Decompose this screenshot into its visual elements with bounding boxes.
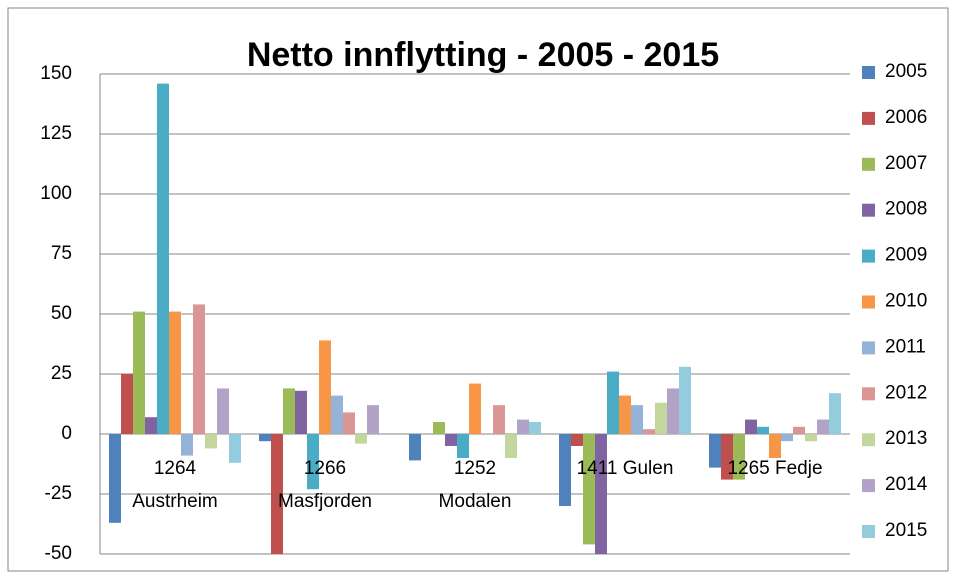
legend-swatch	[862, 295, 875, 309]
y-tick-label: -50	[45, 543, 72, 564]
bar	[157, 83, 169, 434]
y-tick-label: 25	[51, 363, 72, 384]
x-tick-label: 1411 Gulen	[577, 458, 674, 479]
bar	[409, 434, 421, 461]
x-tick-label: 1264 Austrheim	[132, 458, 218, 512]
bar	[559, 434, 571, 506]
bar	[583, 434, 595, 545]
bar	[493, 405, 505, 434]
bar	[229, 434, 241, 463]
bar	[145, 417, 157, 434]
legend-swatch	[862, 66, 875, 79]
legend-label: 2006	[885, 107, 927, 128]
bar	[121, 374, 133, 434]
bar	[757, 426, 769, 434]
bar	[259, 434, 271, 442]
bar	[721, 434, 733, 480]
bar	[445, 434, 457, 446]
bar	[679, 366, 691, 434]
bar	[343, 412, 355, 434]
bar	[457, 434, 469, 458]
legend-swatch	[862, 157, 875, 171]
bar	[505, 434, 517, 458]
bar	[817, 419, 829, 434]
bar	[193, 304, 205, 434]
bar	[331, 395, 343, 434]
legend-swatch	[862, 111, 875, 125]
legend-label: 2009	[885, 245, 927, 266]
legend-label: 2012	[885, 382, 927, 403]
bar	[733, 434, 745, 480]
legend-label: 2008	[885, 199, 927, 220]
legend-swatch	[862, 341, 875, 355]
bar	[133, 311, 145, 434]
y-tick-label: 100	[40, 183, 72, 204]
legend-swatch	[862, 525, 875, 538]
legend-swatch	[862, 433, 875, 447]
bar	[529, 422, 541, 434]
legend-swatch	[862, 387, 875, 401]
x-tick-label-line: 1264	[154, 458, 197, 479]
bar	[181, 434, 193, 456]
legend-label: 2011	[885, 336, 926, 357]
y-tick-label: 0	[61, 423, 72, 444]
y-tick-label: 75	[51, 243, 72, 264]
bar	[607, 371, 619, 434]
x-tick-label-line: Masfjorden	[278, 491, 372, 512]
bar	[745, 419, 757, 434]
legend-swatch	[862, 203, 875, 217]
bar	[631, 405, 643, 434]
bar	[217, 388, 229, 434]
bar	[169, 311, 181, 434]
bar	[109, 434, 121, 523]
x-tick-label-line: 1252	[454, 458, 496, 479]
x-tick-label: 1266 Masfjorden	[278, 458, 372, 512]
x-tick-label-line: Modalen	[439, 491, 512, 512]
bar	[469, 383, 481, 434]
y-tick-label: 125	[40, 123, 72, 144]
legend-label: 2007	[885, 153, 927, 174]
bar	[355, 434, 367, 444]
legend-swatch	[862, 479, 875, 493]
legend-label: 2014	[885, 474, 928, 495]
x-tick-label: 1252 Modalen	[439, 458, 512, 512]
y-tick-label: 150	[40, 63, 72, 84]
bar	[295, 390, 307, 434]
bar	[709, 434, 721, 468]
bar	[517, 419, 529, 434]
bar	[655, 402, 667, 434]
bar	[571, 434, 583, 446]
bar	[769, 434, 781, 458]
legend-label: 2015	[885, 520, 927, 541]
legend-label: 2010	[885, 291, 927, 312]
chart-border	[7, 7, 949, 572]
chart-title: Netto innflytting - 2005 - 2015	[247, 36, 719, 74]
bar	[619, 395, 631, 434]
bar	[829, 393, 841, 434]
bar	[781, 434, 793, 442]
legend-label: 2013	[885, 428, 927, 449]
bar	[433, 422, 445, 434]
bar	[595, 434, 607, 554]
bar	[793, 426, 805, 434]
legend-label: 2005	[885, 61, 927, 82]
bar	[271, 434, 283, 554]
bar	[367, 405, 379, 434]
bar	[667, 388, 679, 434]
bar	[307, 434, 319, 490]
bar	[205, 434, 217, 449]
bar	[805, 434, 817, 442]
x-tick-label-line: Austrheim	[132, 491, 218, 512]
bar	[319, 340, 331, 434]
y-tick-label: -25	[45, 483, 72, 504]
bar	[643, 429, 655, 434]
x-tick-label: 1265 Fedje	[727, 458, 822, 479]
legend-swatch	[862, 249, 875, 263]
bar	[283, 388, 295, 434]
x-tick-label-line: 1266	[304, 458, 346, 479]
y-tick-label: 50	[51, 303, 72, 324]
